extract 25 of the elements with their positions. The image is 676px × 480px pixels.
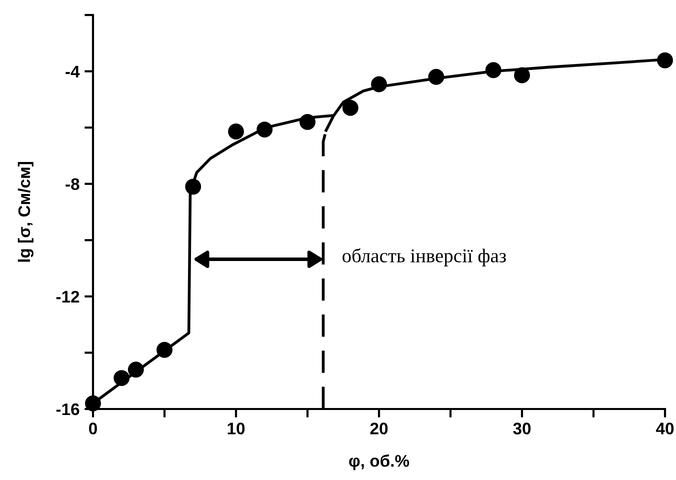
point — [342, 100, 358, 116]
x-tick-label: 20 — [370, 422, 388, 434]
point — [256, 122, 273, 138]
annotation: область інверсії фаз — [342, 248, 506, 266]
x-tick-label: 40 — [656, 422, 674, 434]
point — [514, 67, 530, 84]
point — [300, 114, 316, 130]
point — [128, 362, 144, 378]
point — [428, 68, 444, 85]
point — [657, 52, 673, 68]
x-tick-label: 0 — [89, 422, 97, 434]
x-tick-label: 30 — [513, 422, 531, 434]
point — [185, 178, 202, 195]
y-tick-label: -8 — [66, 178, 80, 190]
x-tick-label: 10 — [228, 422, 245, 434]
point — [156, 342, 172, 358]
y-tick-label: -4 — [66, 66, 80, 78]
x-axis-title: φ, об.% — [349, 454, 410, 470]
y-axis-title: lg [σ, См/см] — [18, 162, 34, 262]
point — [114, 370, 130, 386]
point — [371, 76, 387, 92]
point — [228, 124, 244, 140]
point — [485, 62, 502, 78]
y-tick-label: -12 — [56, 290, 80, 302]
y-tick-label: -16 — [56, 403, 80, 416]
